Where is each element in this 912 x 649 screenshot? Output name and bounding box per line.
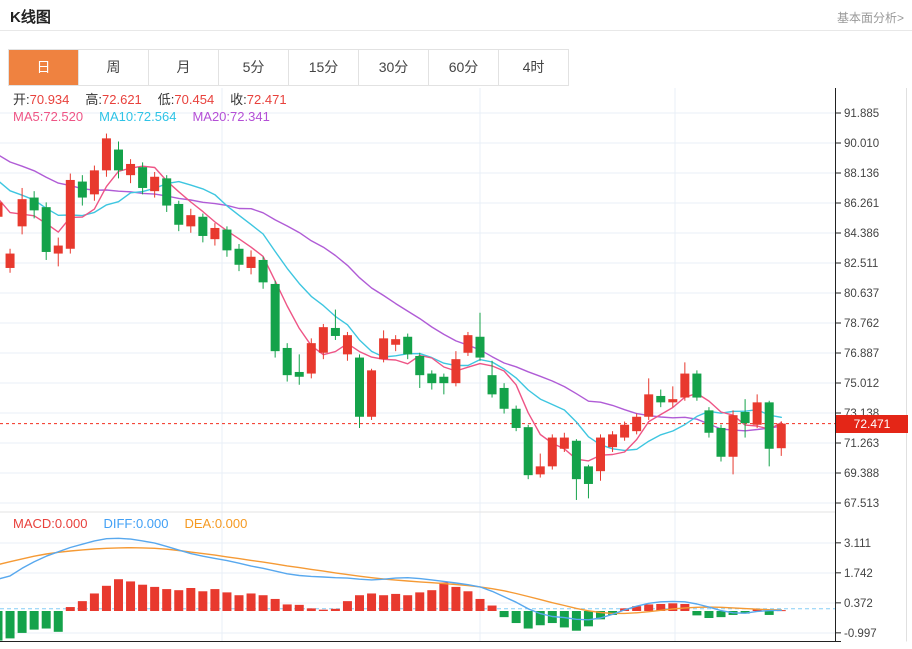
page-title: K线图 bbox=[10, 9, 51, 26]
stat-高: 高:72.621 bbox=[85, 92, 142, 107]
tab-月[interactable]: 月 bbox=[149, 50, 219, 85]
stat-MA20: MA20:72.341 bbox=[192, 109, 270, 124]
current-price-badge: 72.471 bbox=[836, 415, 908, 433]
stat-收: 收:72.471 bbox=[230, 92, 287, 107]
ma-row: MA5:72.520 MA10:72.564 MA20:72.341 bbox=[13, 109, 286, 124]
macd-tick-0.372: 0.372 bbox=[844, 598, 873, 610]
tab-15分[interactable]: 15分 bbox=[289, 50, 359, 85]
tab-5分[interactable]: 5分 bbox=[219, 50, 289, 85]
stat-低: 低:70.454 bbox=[157, 92, 215, 107]
tab-60分[interactable]: 60分 bbox=[429, 50, 499, 85]
main-tick-88.136: 88.136 bbox=[844, 168, 879, 180]
stat-MACD: MACD:0.000 bbox=[13, 516, 88, 531]
ohlc-row: 开:70.934 高:72.621 低:70.454 收:72.471 bbox=[13, 89, 303, 108]
main-tick-67.513: 67.513 bbox=[844, 498, 879, 510]
dea-line bbox=[0, 547, 782, 615]
macd-tick-3.111: 3.111 bbox=[844, 538, 871, 550]
main-tick-76.887: 76.887 bbox=[844, 348, 879, 360]
macd-tick--0.997: -0.997 bbox=[844, 628, 877, 640]
main-tick-69.388: 69.388 bbox=[844, 468, 879, 480]
tab-30分[interactable]: 30分 bbox=[359, 50, 429, 85]
main-tick-90.010: 90.010 bbox=[844, 138, 879, 150]
main-tick-91.885: 91.885 bbox=[844, 108, 879, 120]
main-tick-75.012: 75.012 bbox=[844, 378, 879, 390]
header-divider bbox=[0, 30, 912, 31]
main-tick-86.261: 86.261 bbox=[844, 198, 879, 210]
main-tick-80.637: 80.637 bbox=[844, 288, 879, 300]
tab-日[interactable]: 日 bbox=[9, 50, 79, 85]
main-tick-78.762: 78.762 bbox=[844, 318, 879, 330]
main-tick-84.386: 84.386 bbox=[844, 228, 879, 240]
tab-周[interactable]: 周 bbox=[79, 50, 149, 85]
stat-开: 开:70.934 bbox=[13, 92, 70, 107]
main-tick-71.263: 71.263 bbox=[844, 438, 879, 450]
candles-layer bbox=[0, 133, 786, 500]
ma10-line bbox=[0, 180, 782, 452]
stat-DEA: DEA:0.000 bbox=[184, 516, 248, 531]
y-axis-labels: 91.885 90.010 88.136 86.261 84.386 82.511 80.6… bbox=[836, 108, 879, 640]
axes bbox=[0, 88, 907, 642]
fundamental-analysis-link[interactable]: 基本面分析> bbox=[836, 11, 904, 25]
macd-tick-1.742: 1.742 bbox=[844, 568, 873, 580]
stat-MA5: MA5:72.520 bbox=[13, 109, 84, 124]
macd-header-row: MACD:0.000 DIFF:0.000 DEA:0.000 bbox=[13, 516, 263, 531]
interval-tabbar: 日周月 5分 15分 30分 60分 4时 bbox=[8, 49, 569, 86]
stat-DIFF: DIFF:0.000 bbox=[103, 516, 169, 531]
main-tick-82.511: 82.511 bbox=[844, 258, 878, 270]
diff-line bbox=[0, 537, 782, 621]
tab-4时[interactable]: 4时 bbox=[499, 50, 568, 85]
stat-MA10: MA10:72.564 bbox=[99, 109, 177, 124]
